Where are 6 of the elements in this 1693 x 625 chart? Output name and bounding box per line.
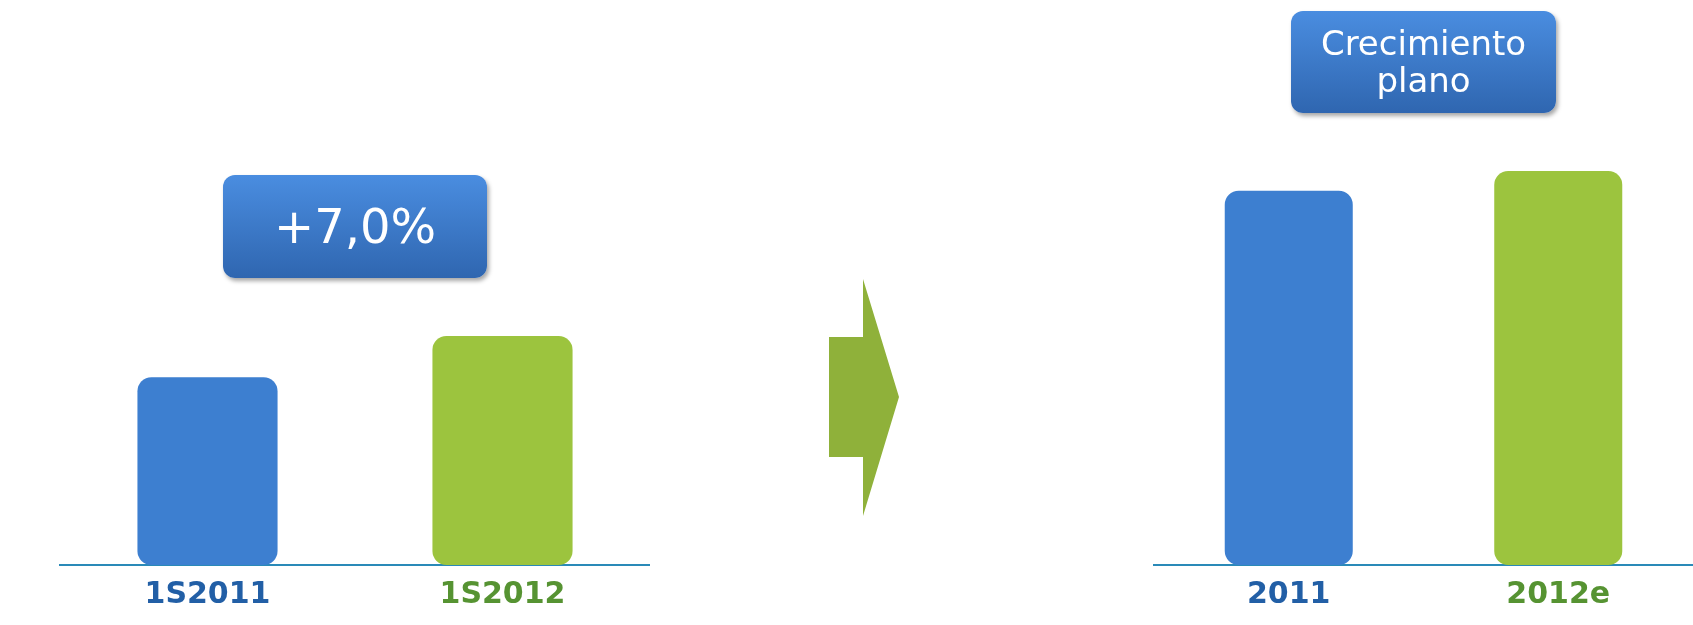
x-tick-label: 1S2011 xyxy=(144,574,271,610)
x-tick-label: 1S2012 xyxy=(439,574,566,610)
text: +7,0% xyxy=(223,175,487,278)
x-tick-label: 2011 xyxy=(1247,574,1331,610)
x-tick-label: 2012e xyxy=(1506,574,1611,610)
text: Crecimiento plano xyxy=(1291,11,1556,113)
